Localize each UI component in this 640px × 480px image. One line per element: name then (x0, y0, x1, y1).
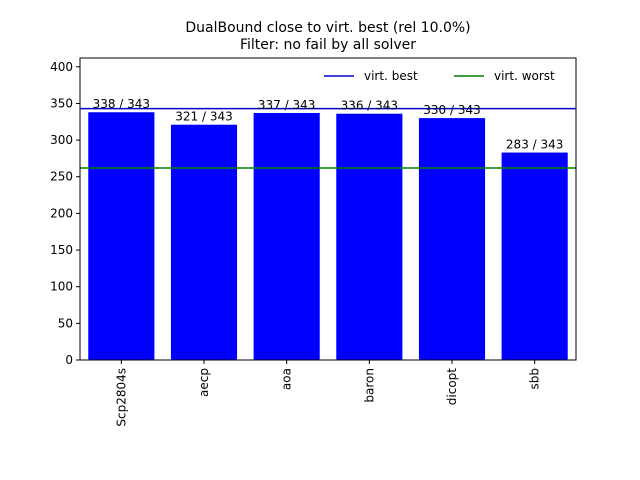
legend-label: virt. worst (494, 69, 555, 83)
x-tick-label: aecp (197, 368, 211, 397)
y-tick-label: 50 (58, 316, 73, 330)
y-tick-label: 250 (50, 170, 73, 184)
chart-title: DualBound close to virt. best (rel 10.0%… (185, 20, 470, 36)
x-tick-label: Scp2804s (114, 368, 128, 427)
y-tick-label: 0 (65, 353, 73, 367)
y-tick-label: 200 (50, 206, 73, 220)
bar-label: 338 / 343 (93, 97, 150, 111)
plot-area: 338 / 343 321 / 343 337 / 343 336 / 343 330 … (50, 57, 577, 427)
bar (88, 112, 155, 360)
bar-label: 330 / 343 (423, 103, 480, 117)
bar (336, 113, 403, 360)
y-tick-label: 150 (50, 243, 73, 257)
bar (501, 152, 568, 360)
y-tick-label: 350 (50, 96, 73, 110)
bar-label: 336 / 343 (341, 99, 398, 113)
x-tick-label: dicopt (445, 368, 459, 406)
bar-label: 283 / 343 (506, 138, 563, 152)
y-tick-label: 400 (50, 60, 73, 74)
x-tick-label: baron (362, 368, 376, 403)
bar (418, 118, 486, 360)
x-tick-label: sbb (528, 368, 542, 390)
chart-subtitle: Filter: no fail by all solver (240, 37, 416, 53)
bar (170, 124, 238, 360)
bar-label: 337 / 343 (258, 98, 315, 112)
bar-label: 321 / 343 (175, 110, 232, 124)
axes-frame (79, 57, 577, 361)
y-tick-label: 100 (50, 280, 73, 294)
bar (253, 112, 320, 360)
legend: virt. best virt. worst (324, 69, 555, 83)
legend-label: virt. best (364, 69, 418, 83)
y-tick-label: 300 (50, 133, 73, 147)
x-tick-label: aoa (280, 368, 294, 390)
